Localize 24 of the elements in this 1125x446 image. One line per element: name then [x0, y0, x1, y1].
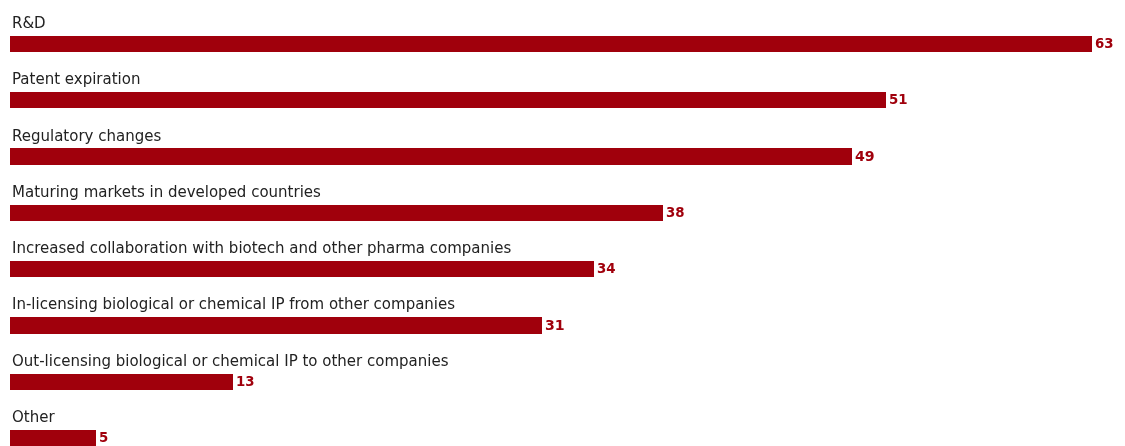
- bar: [10, 374, 233, 390]
- y-tick-label: Maturing markets in developed countries: [12, 183, 322, 201]
- data-label: 31: [545, 317, 565, 334]
- y-tick-label: Patent expiration: [12, 70, 141, 88]
- y-tick-label: Out-licensing biological or chemical IP to other companies: [12, 352, 449, 370]
- bar: [10, 261, 594, 277]
- bar: [10, 430, 96, 446]
- bar: [10, 92, 886, 108]
- bar: [10, 205, 663, 221]
- y-tick-label: R&D: [12, 14, 46, 32]
- data-label: 63: [1095, 36, 1114, 52]
- data-label: 34: [597, 261, 616, 277]
- bar: [10, 148, 852, 165]
- data-label: 5: [99, 430, 109, 446]
- data-label: 49: [855, 148, 875, 165]
- y-tick-label: Other: [12, 408, 56, 426]
- data-label: 38: [666, 205, 685, 221]
- y-tick-label: Increased collaboration with biotech and other pharma companies: [12, 239, 512, 257]
- y-tick-label: In-licensing biological or chemical IP from other companies: [12, 295, 456, 313]
- bar: [10, 36, 1092, 52]
- data-label: 51: [889, 92, 908, 108]
- y-tick-label: Regulatory changes: [12, 127, 162, 145]
- data-label: 13: [236, 374, 255, 390]
- bar: [10, 317, 542, 334]
